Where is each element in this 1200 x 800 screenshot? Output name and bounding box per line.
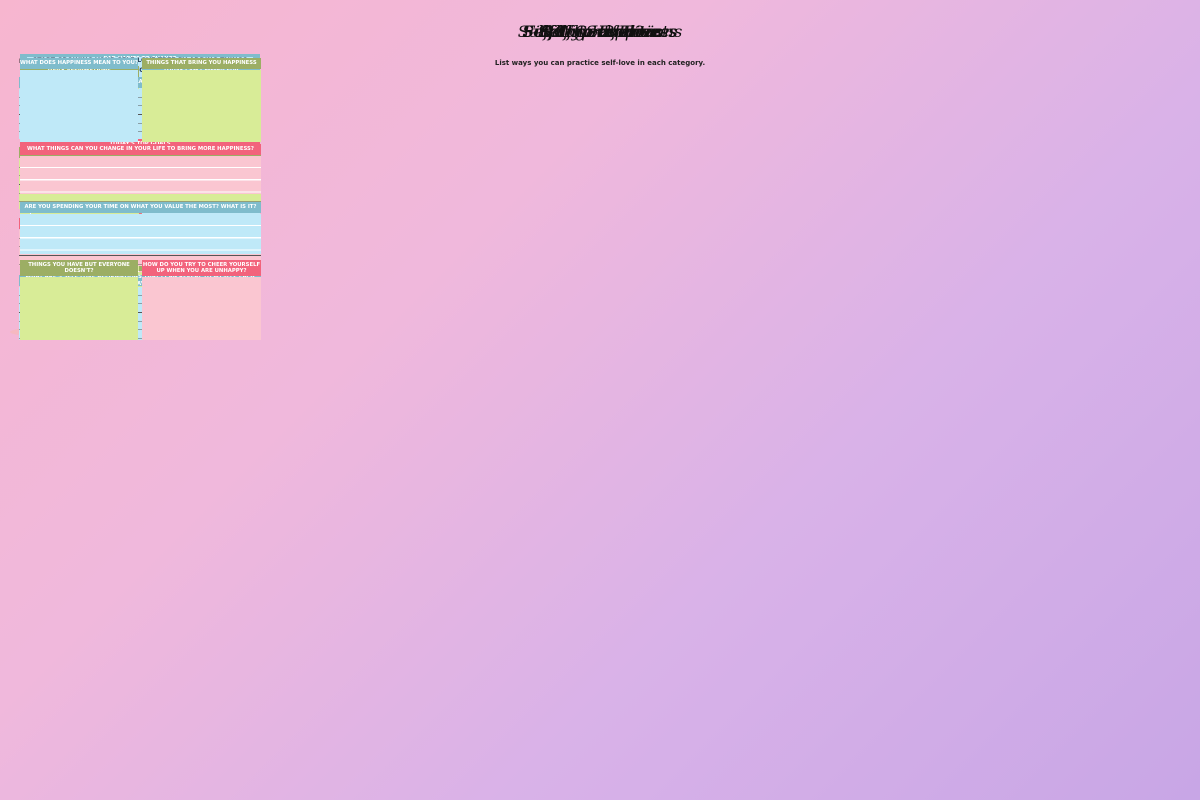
section: HOW DO YOU TRY TO CHEER YOURSELF UP WHEN… xyxy=(142,260,261,340)
section-header: WHAT THINGS CAN YOU CHANGE IN YOUR LIFE … xyxy=(20,144,261,155)
page-title: Who am I? xyxy=(556,22,644,41)
page-title: Self-Care Intensions xyxy=(517,22,683,41)
section-body xyxy=(142,70,261,142)
section-body xyxy=(20,156,261,194)
page-title: Self Improvements xyxy=(523,22,677,41)
section-header: THINGS YOU HAVE BUT EVERYONE DOESN'T? xyxy=(20,260,138,276)
section-header: WHAT ARE 5 SELF LOVE AFFIRMATIONS THAT I… xyxy=(19,275,261,286)
section: WHAT THINGS CAN YOU CHANGE IN YOUR LIFE … xyxy=(20,144,261,194)
section-body xyxy=(20,277,138,340)
page-title: Finding Happiness xyxy=(523,22,677,41)
section: THINGS THAT BRING YOU HAPPINESS xyxy=(142,58,261,142)
section-header: THINGS THAT BRING YOU HAPPINESS xyxy=(142,58,261,69)
section-body xyxy=(20,214,261,254)
section-header: ARE YOU SPENDING YOUR TIME ON WHAT YOU V… xyxy=(20,202,261,213)
section-body xyxy=(20,70,138,142)
page-title: Self Care Ideas xyxy=(537,22,663,41)
subtitle: List ways you can practice self-love in … xyxy=(494,59,706,67)
page-title: Daily Self Love xyxy=(538,22,662,41)
page-title: Self Love Practices xyxy=(522,22,678,41)
section: ARE YOU SPENDING YOUR TIME ON WHAT YOU V… xyxy=(20,202,261,254)
page-title: Self Love Tree xyxy=(541,22,659,41)
section-header: WHAT CAN YOU DO TO PRACTICE SELF LOVE TO… xyxy=(19,77,261,88)
section-header: WHAT DOES HAPPINESS MEAN TO YOU? xyxy=(20,58,138,69)
section-header: HOW DO YOU TRY TO CHEER YOURSELF UP WHEN… xyxy=(142,260,261,276)
section-body xyxy=(142,277,261,340)
section: WHAT DOES HAPPINESS MEAN TO YOU? xyxy=(20,58,138,142)
section: THINGS YOU HAVE BUT EVERYONE DOESN'T? xyxy=(20,260,138,340)
